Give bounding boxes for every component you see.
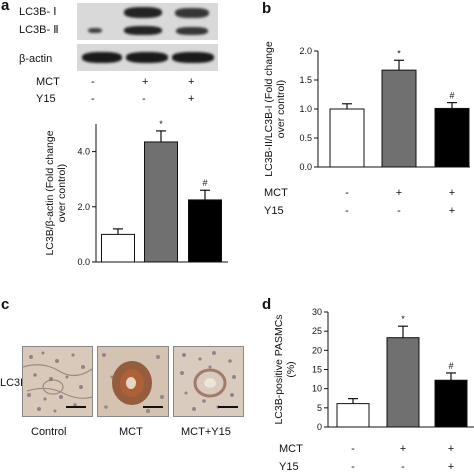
y-tick-label: 1.0: [299, 104, 312, 114]
y-axis-label: LC3B/β-actin (Fold change: [44, 130, 56, 255]
treatment-sign: -: [91, 76, 95, 88]
actin-band-mct-y15: [172, 52, 214, 63]
y-axis-label: over control): [275, 80, 287, 138]
blot-label-actin: β-actin: [19, 53, 53, 65]
significance-mark: #: [449, 91, 454, 101]
treatment-label: MCT: [279, 443, 303, 455]
treatment-sign: -: [397, 205, 401, 217]
scale-bar: [143, 406, 163, 408]
actin-band-control: [82, 52, 122, 63]
treatment-sign: -: [345, 205, 349, 217]
bar: [188, 199, 222, 263]
treatment-sign: +: [400, 443, 406, 455]
lc3b-i-band-mct: [124, 7, 162, 18]
y-axis-label: over control): [56, 164, 68, 222]
lc3b-ii-band-mct: [124, 26, 162, 35]
bar: [329, 108, 365, 168]
significance-mark: #: [448, 361, 453, 371]
treatment-label: Y15: [264, 205, 284, 217]
treatment-sign: -: [351, 443, 355, 455]
y-tick-label: 5: [317, 403, 322, 413]
treatment-sign: +: [449, 187, 455, 199]
treatment-sign: -: [345, 187, 349, 199]
y-tick-label: 20: [312, 345, 322, 355]
significance-mark: *: [397, 48, 401, 58]
lc3b-ii-band-control: [88, 28, 102, 33]
ihc-image-mct: [97, 346, 169, 417]
bar: [386, 337, 420, 428]
y-axis-label: (%): [285, 361, 297, 377]
y-tick-label: 0.0: [299, 162, 312, 172]
scale-bar: [218, 406, 238, 408]
y-tick-label: 2.0: [299, 46, 312, 56]
treatment-sign: +: [188, 93, 195, 105]
lc3b-ii-band-mct-y15: [176, 27, 208, 35]
significance-mark: *: [401, 314, 405, 324]
treatment-sign: +: [188, 76, 195, 88]
ihc-row-label: LC3B: [0, 377, 28, 389]
significance-mark: #: [202, 178, 207, 188]
ihc-image-mct-y15: [173, 346, 244, 417]
ihc-label-control: Control: [31, 426, 67, 438]
y-axis-label: LC3B-positive PASMCs: [273, 314, 285, 424]
y-tick-label: 30: [312, 307, 322, 317]
treatment-sign: -: [142, 93, 146, 105]
scale-bar: [66, 406, 86, 408]
y-tick-label: 2.0: [77, 202, 90, 212]
bar: [144, 141, 178, 263]
treatment-sign: +: [448, 461, 454, 473]
y-axis-label: LC3B-II/LC3B-I (Fold change: [263, 41, 275, 177]
y-tick-label: 25: [312, 326, 322, 336]
treatment-sign: -: [401, 461, 405, 473]
actin-band-mct: [126, 52, 168, 63]
treatment-sign: +: [396, 187, 402, 199]
bar: [381, 69, 417, 168]
blot-label-lc3b-ii: LC3B- Ⅱ: [19, 24, 59, 36]
panel-a-letter: a: [1, 0, 10, 14]
y-tick-label: 0: [317, 422, 322, 432]
y-tick-label: 0.5: [299, 133, 312, 143]
treatment-sign: -: [351, 461, 355, 473]
ihc-label-mct-y15: MCT+Y15: [181, 426, 231, 438]
treatment-sign: +: [142, 76, 149, 88]
treatment-sign: -: [91, 93, 95, 105]
ihc-label-mct: MCT: [119, 426, 143, 438]
y-tick-label: 1.5: [299, 75, 312, 85]
treatment-label: Y15: [279, 461, 299, 473]
y-tick-label: 10: [312, 384, 322, 394]
treatment-label: MCT: [264, 187, 288, 199]
bar: [434, 379, 468, 428]
treatment-sign: +: [449, 205, 455, 217]
ihc-image-control: [22, 346, 93, 417]
blot-label-lc3b-i: LC3B- Ⅰ: [19, 6, 57, 18]
bar: [336, 403, 370, 428]
bar: [434, 107, 470, 168]
bar: [101, 233, 135, 263]
lc3b-i-band-mct-y15: [175, 8, 209, 18]
y-tick-label: 0.0: [77, 257, 90, 267]
treatment-label-mct: MCT: [36, 76, 60, 88]
y-tick-label: 15: [312, 365, 322, 375]
y-tick-label: 4.0: [77, 147, 90, 157]
panel-d-letter: d: [262, 296, 272, 313]
panel-b-letter: b: [262, 0, 272, 17]
panel-c-letter: c: [1, 296, 10, 313]
treatment-label-y15: Y15: [36, 93, 56, 105]
significance-mark: *: [159, 119, 163, 129]
treatment-sign: +: [448, 443, 454, 455]
